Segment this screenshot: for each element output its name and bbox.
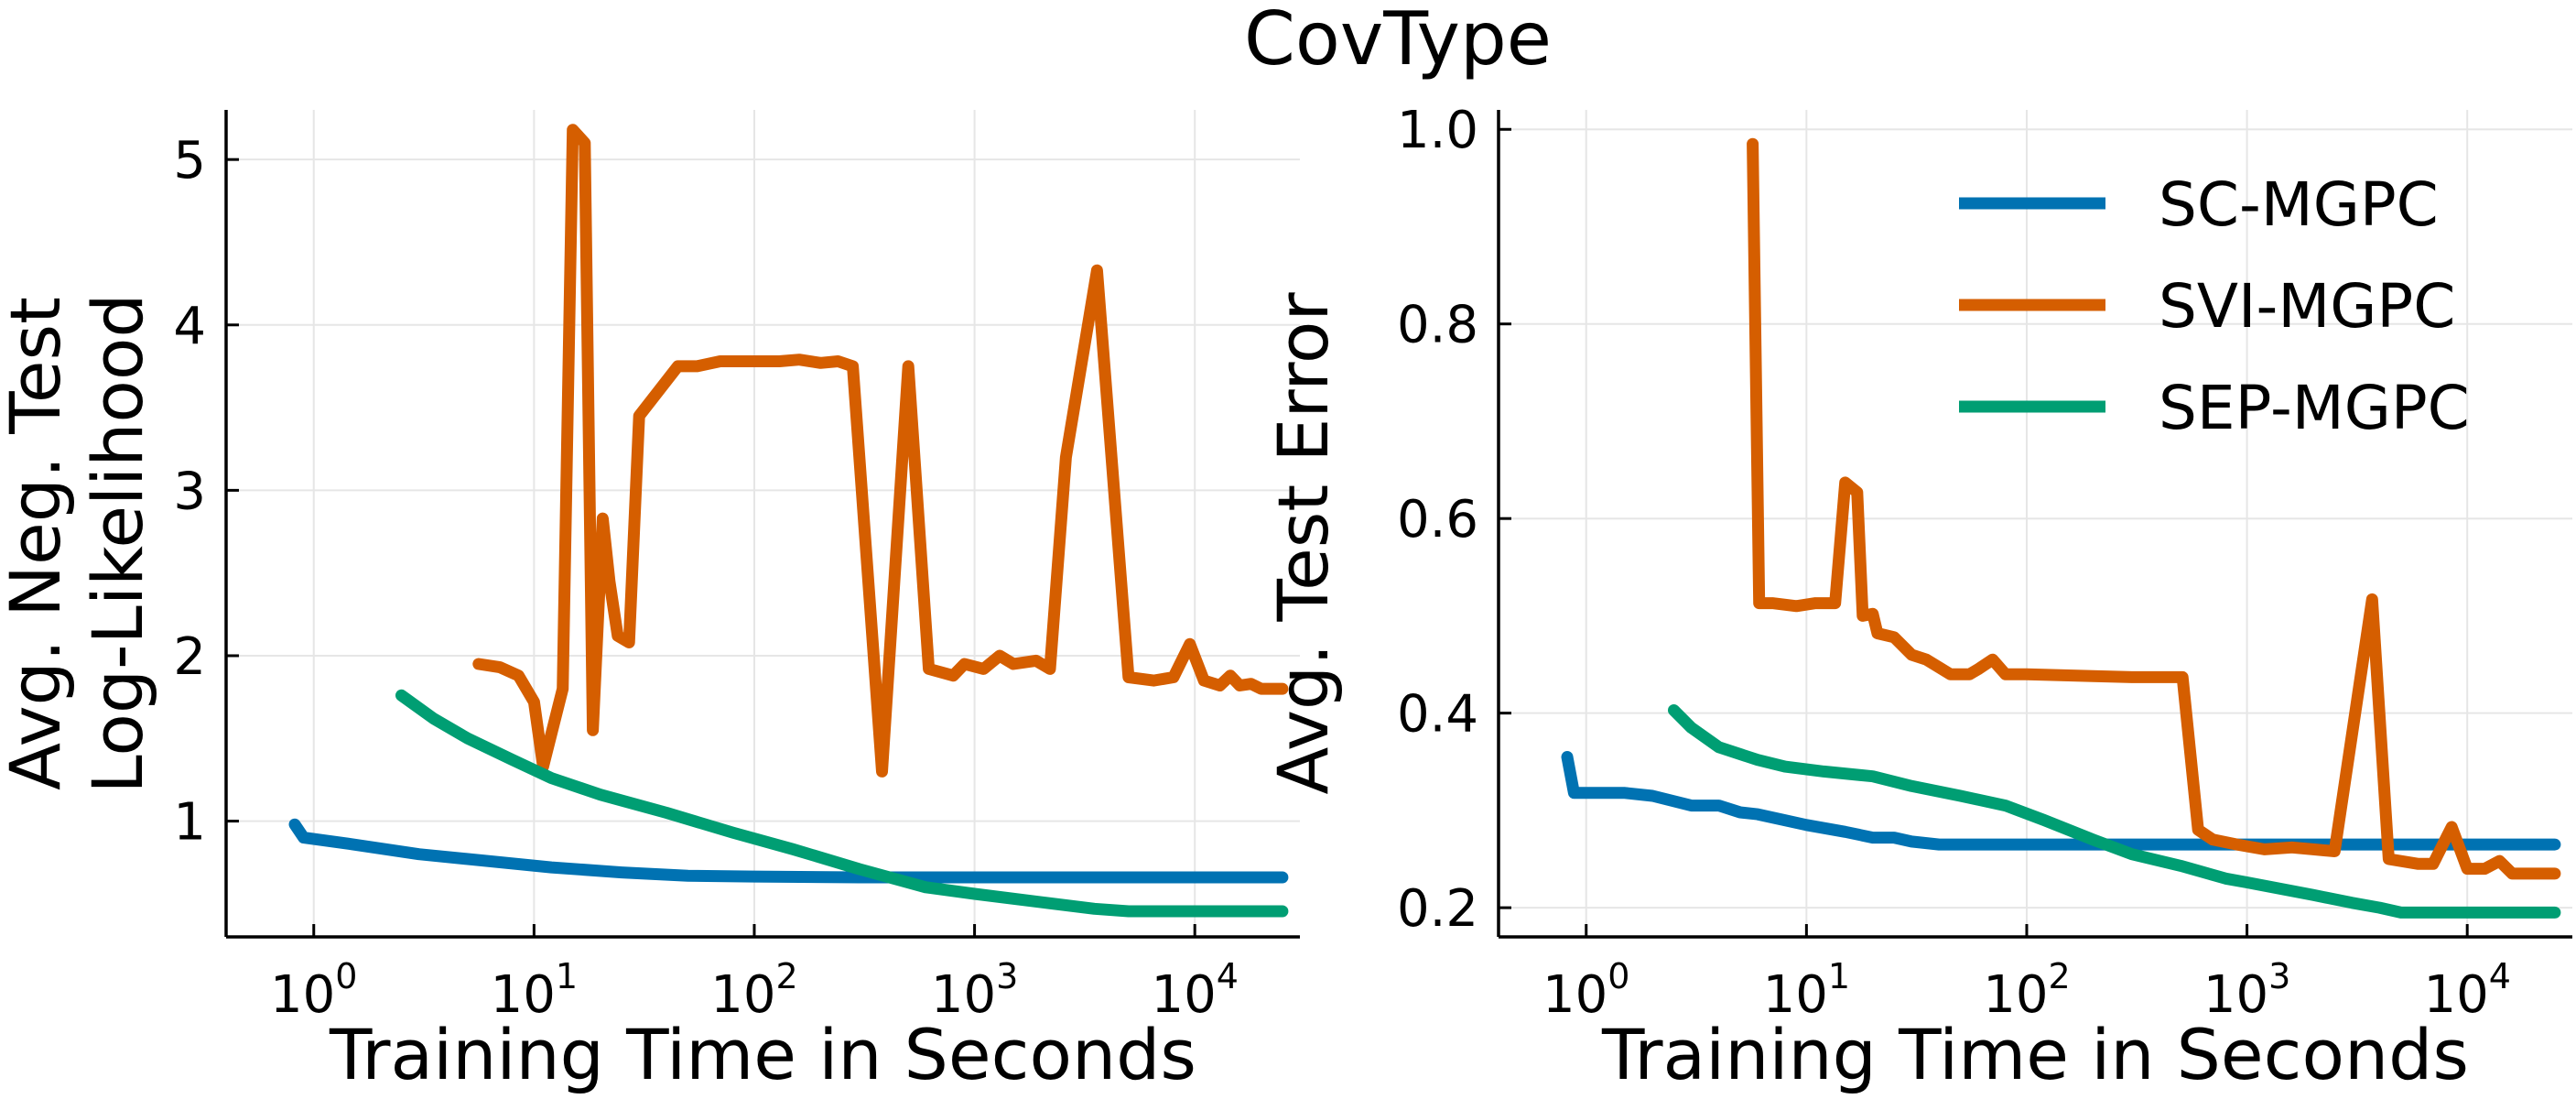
legend-label: SEP-MGPC [2159,373,2470,443]
figure-title: CovType [1244,0,1552,82]
y-tick-label: 4 [173,297,206,356]
x-axis-label: Training Time in Seconds [1601,1014,2469,1095]
x-tick-label: 104 [1151,956,1238,1025]
y-axis-label: Log-Likelihood [77,293,158,793]
legend-label: SC-MGPC [2159,169,2439,240]
y-tick-label: 0.2 [1397,879,1478,939]
sc-mgpc-line [288,818,1289,884]
left-chart-panel: 100 101 102 103 104 1 2 3 4 5 Training Time in Sec… [0,110,1300,1095]
y-tick-label: 1.0 [1397,101,1478,160]
y-tick-label: 3 [173,462,206,521]
x-tick-label: 102 [710,956,797,1025]
svi-mgpc-line [1747,137,2561,880]
svi-mgpc-line [472,124,1289,778]
legend: SC-MGPC SVI-MGPC SEP-MGPC [1959,169,2470,443]
y-tick-label: 1 [173,793,206,853]
x-tick-label: 103 [2203,956,2290,1025]
sc-mgpc-line [1561,751,2561,851]
y-tick-label: 2 [173,627,206,687]
right-chart-panel: 100 101 102 103 104 0.2 0.4 0.6 0.8 1.0 Training T… [1262,101,2572,1095]
y-tick-label: 5 [173,131,206,190]
y-axis-label: Avg. Test Error [1262,292,1344,795]
x-tick-label: 101 [491,956,578,1025]
sep-mgpc-line [395,689,1289,918]
legend-label: SVI-MGPC [2159,271,2455,342]
y-axis-label: Avg. Neg. Test [0,297,76,790]
y-tick-label: 0.4 [1397,685,1478,745]
x-tick-label: 102 [1983,956,2070,1025]
x-tick-label: 100 [1542,956,1629,1025]
x-tick-label: 100 [270,956,357,1025]
y-tick-label: 0.8 [1397,296,1478,355]
y-tick-label: 0.6 [1397,490,1478,550]
x-axis-label: Training Time in Seconds [329,1014,1196,1095]
sep-mgpc-line [1668,704,2561,919]
x-tick-label: 103 [931,956,1018,1025]
x-tick-label: 104 [2423,956,2510,1025]
x-tick-label: 101 [1763,956,1850,1025]
